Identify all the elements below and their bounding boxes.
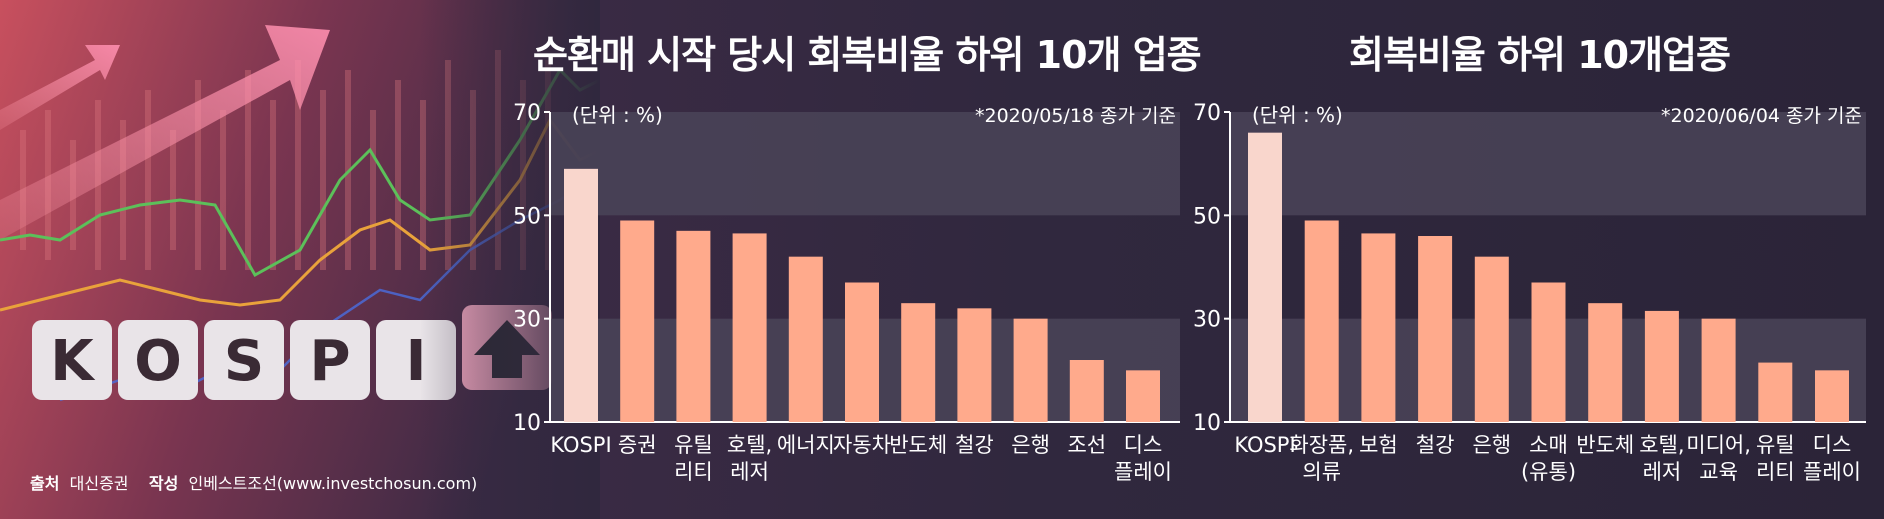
bar xyxy=(1248,132,1282,422)
band-50-70 xyxy=(1230,112,1866,216)
chart-1-title: 순환매 시작 당시 회복비율 하위 10개 업종 xyxy=(533,33,1202,77)
unit-label: (단위 : %) xyxy=(1252,103,1343,127)
bar xyxy=(901,303,936,422)
x-tick-label: 레저 xyxy=(1643,460,1682,484)
bar xyxy=(1474,256,1509,422)
source-label: 출처 xyxy=(30,474,60,493)
x-tick-label: 레저 xyxy=(730,460,769,484)
x-tick-label: 보험 xyxy=(1359,433,1398,457)
y-tick-label: 50 xyxy=(513,204,541,229)
bar xyxy=(1361,233,1396,422)
x-tick-label: KOSPI xyxy=(550,433,611,457)
note-label: *2020/05/18 종가 기준 xyxy=(975,105,1176,127)
bar xyxy=(1815,370,1849,422)
x-tick-label: 은행 xyxy=(1011,433,1050,457)
chart-2-title: 회복비율 하위 10개업종 xyxy=(1349,33,1731,77)
x-tick-label: 증권 xyxy=(618,433,657,457)
bar xyxy=(1588,303,1623,422)
x-tick-label: 플레이 xyxy=(1114,460,1172,484)
x-tick-label: 조선 xyxy=(1067,433,1106,457)
y-tick-label: 10 xyxy=(1193,411,1221,436)
bar xyxy=(1126,370,1160,422)
x-tick-label: 교육 xyxy=(1699,460,1738,484)
bar xyxy=(620,220,655,422)
chart-2-plot: 10 30 50 70 (단위 : %) *2020/06/04 종가 기준 KOSPI화장… xyxy=(1193,101,1866,484)
bar xyxy=(1531,282,1566,422)
x-tick-label: 의류 xyxy=(1302,460,1341,484)
x-tick-label: 자동차 xyxy=(833,433,891,457)
x-tick-label: 반도체 xyxy=(889,433,947,457)
band-50-70 xyxy=(550,112,1180,216)
x-tick-label: 반도체 xyxy=(1576,433,1634,457)
bar xyxy=(1069,360,1104,422)
x-tick-label: 미디어, xyxy=(1686,433,1751,457)
x-tick-label: 유틸 xyxy=(1756,433,1795,457)
chart-1-plot: 10 30 50 70 (단위 : %) *2020/05/18 종가 기준 KOSPI 증권… xyxy=(513,101,1180,484)
x-tick-label: 호텔, xyxy=(727,433,772,457)
x-tick-label: (유통) xyxy=(1521,460,1576,484)
x-tick-label: 화장품, xyxy=(1289,433,1354,457)
x-tick-label: 소매 xyxy=(1529,433,1568,457)
x-tick-label: 호텔, xyxy=(1639,433,1684,457)
bar xyxy=(957,308,992,422)
credit-line: 출처 대신증권 작성 인베스트조선(www.investchosun.com) xyxy=(30,470,477,494)
bar xyxy=(732,233,767,422)
kospi-background-illustration: K O S P I xyxy=(0,0,600,519)
x-tick-label: 에너지 xyxy=(777,433,835,457)
x-tick-label: 디스 xyxy=(1124,433,1163,457)
bar xyxy=(1644,310,1679,422)
bar xyxy=(1304,220,1339,422)
bar xyxy=(845,282,879,422)
bar xyxy=(1418,236,1453,422)
bar xyxy=(564,168,598,422)
x-tick-label: KOSPI xyxy=(1234,433,1295,457)
y-tick-label: 50 xyxy=(1193,204,1221,229)
y-tick-label: 70 xyxy=(513,101,541,126)
x-tick-label: 은행 xyxy=(1472,433,1511,457)
note-label: *2020/06/04 종가 기준 xyxy=(1661,105,1862,127)
bar xyxy=(1701,318,1736,422)
x-tick-label: 철강 xyxy=(1416,433,1455,457)
y-tick-label: 10 xyxy=(513,411,541,436)
source-value: 대신증권 xyxy=(69,474,129,493)
y-tick-label: 30 xyxy=(513,308,541,333)
x-tick-label: 플레이 xyxy=(1803,460,1861,484)
x-tick-label: 리티 xyxy=(674,460,713,484)
bar xyxy=(1013,318,1048,422)
author-value: 인베스트조선(www.investchosun.com) xyxy=(188,474,478,493)
author-label: 작성 xyxy=(148,474,179,493)
bar xyxy=(676,230,711,422)
y-tick-label: 30 xyxy=(1193,308,1221,333)
x-tick-label: 철강 xyxy=(955,433,994,457)
bar xyxy=(788,256,823,422)
bar xyxy=(1758,362,1793,422)
x-tick-label: 유틸 xyxy=(674,433,713,457)
x-tick-label: 리티 xyxy=(1756,460,1795,484)
unit-label: (단위 : %) xyxy=(572,103,663,127)
y-tick-label: 70 xyxy=(1193,101,1221,126)
x-tick-label: 디스 xyxy=(1813,433,1852,457)
